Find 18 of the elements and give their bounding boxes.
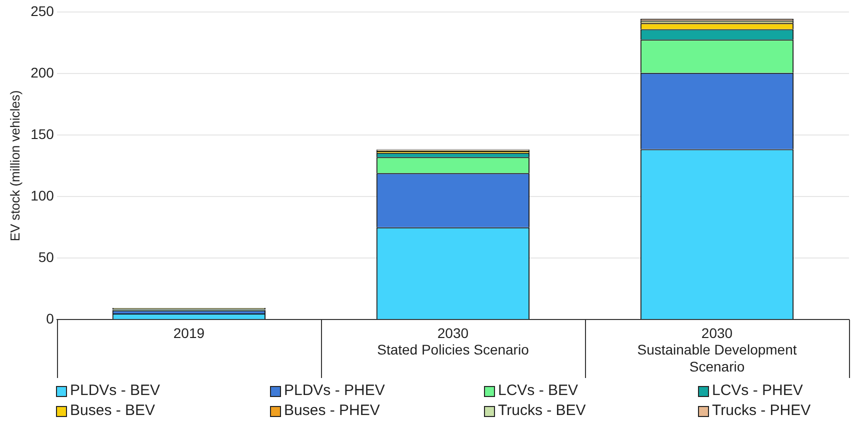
y-tick-label: 250 [30,2,54,19]
legend-label: Buses - PHEV [284,402,380,420]
legend-label: PLDVs - PHEV [284,382,385,400]
x-tick-label: 2030 Sustainable Development Scenario [637,324,797,374]
legend-label: LCVs - BEV [498,382,578,400]
x-tick-label: 2019 [173,324,205,341]
legend-label: LCVs - PHEV [712,382,803,400]
y-axis-title: EV stock (million vehicles) [7,90,22,242]
legend-label: PLDVs - BEV [70,382,160,400]
y-tick-label: 200 [30,64,54,80]
legend-label: Trucks - PHEV [712,402,811,420]
y-tick-label: 0 [46,310,54,326]
legend-label: Trucks - BEV [498,402,586,420]
y-tick-label: 150 [30,126,54,142]
y-tick-label: 50 [38,248,54,265]
y-tick-label: 100 [30,187,54,204]
x-tick-label: 2030 Stated Policies Scenario [377,324,530,358]
legend-label: Buses - BEV [70,402,156,420]
